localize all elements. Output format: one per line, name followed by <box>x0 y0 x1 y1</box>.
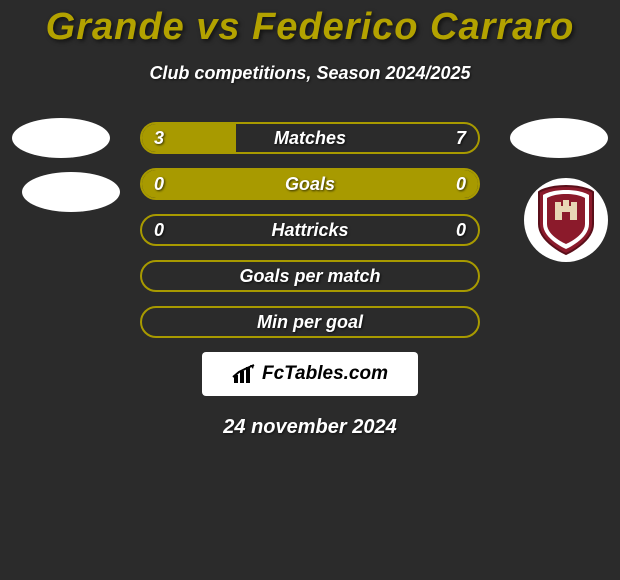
stat-label: Min per goal <box>142 308 478 336</box>
stat-bar-goals-per-match: Goals per match <box>140 260 480 292</box>
stat-right-value: 7 <box>456 124 466 152</box>
date-label: 24 november 2024 <box>0 416 620 439</box>
stat-label: Goals <box>142 170 478 198</box>
stat-bar-matches: 3 Matches 7 <box>140 122 480 154</box>
stat-label: Goals per match <box>142 262 478 290</box>
logo-text: FcTables.com <box>262 363 388 385</box>
subtitle: Club competitions, Season 2024/2025 <box>0 63 620 84</box>
stat-right-value: 0 <box>456 170 466 198</box>
chart-icon <box>232 363 258 385</box>
stat-bar-goals: 0 Goals 0 <box>140 168 480 200</box>
stats-bars: 3 Matches 7 0 Goals 0 0 Hattricks 0 Goal… <box>0 122 620 439</box>
stat-bar-hattricks: 0 Hattricks 0 <box>140 214 480 246</box>
stat-right-value: 0 <box>456 216 466 244</box>
stat-bar-min-per-goal: Min per goal <box>140 306 480 338</box>
fctables-logo[interactable]: FcTables.com <box>202 352 418 396</box>
stat-label: Hattricks <box>142 216 478 244</box>
stat-label: Matches <box>142 124 478 152</box>
page-title: Grande vs Federico Carraro <box>0 0 620 49</box>
